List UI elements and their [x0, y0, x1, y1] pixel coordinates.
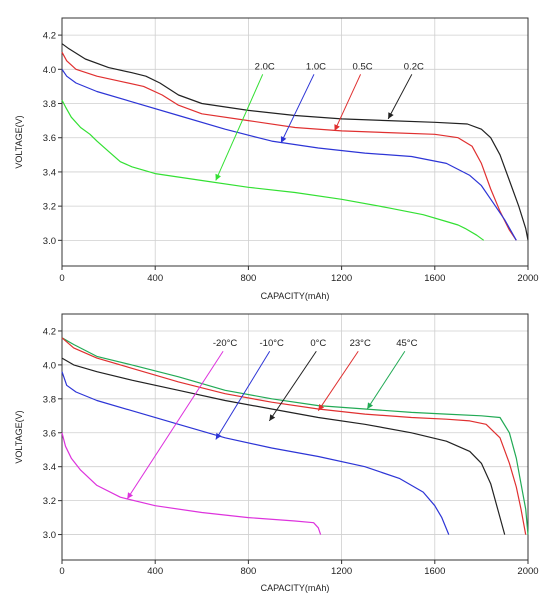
y-tick-label: 3.6 [43, 133, 56, 144]
series-arrow-0.5C [334, 74, 362, 132]
y-tick-label: 4.2 [43, 31, 56, 42]
y-axis-label: VOLTAGE(V) [14, 410, 24, 463]
series-arrow-45°C [366, 350, 406, 410]
y-tick-label: 4.0 [43, 65, 56, 76]
gridlines [62, 314, 528, 560]
series-arrowhead-0.5C [334, 124, 340, 131]
y-tick-label: 3.0 [43, 236, 56, 247]
series-arrowhead-1.0C [280, 136, 287, 143]
series-arrowhead-0.2C [388, 112, 394, 119]
series-line-0.5C [61, 51, 517, 241]
series-arrow-2.0C [215, 74, 264, 181]
y-tick-label: 3.4 [43, 462, 56, 473]
series-arrowhead--20°C [127, 492, 134, 499]
plot-frame [61, 17, 529, 267]
x-tick-label: 800 [240, 273, 256, 284]
y-tick-label: 3.0 [43, 530, 56, 541]
chart-panel-1: 0 400 800 1200 1600 2000 3.0 3.2 3.4 3.6 3.8 4.0 4.2… [14, 17, 539, 301]
series-label--10°C: -10°C [260, 338, 285, 349]
series-label-0.5C: 0.5C [353, 61, 373, 72]
series-line--20°C [61, 432, 322, 535]
series-arrowhead-45°C [367, 402, 374, 410]
series-arrowhead-2.0C [215, 173, 221, 181]
series-arrow-0.2C [387, 74, 413, 120]
y-tick-label: 3.8 [43, 394, 56, 405]
gridlines [62, 18, 528, 266]
series-label-0.2C: 0.2C [404, 61, 424, 72]
x-axis-label: CAPACITY(mAh) [261, 291, 330, 301]
series-line-2.0C [61, 99, 485, 241]
series-label--20°C: -20°C [213, 338, 238, 349]
series-label-0°C: 0°C [310, 338, 326, 349]
y-tick-label: 3.8 [43, 99, 56, 110]
x-tick-label: 2000 [517, 566, 538, 577]
series-arrow-23°C [317, 350, 359, 411]
x-tick-label: 1200 [331, 273, 352, 284]
x-tick-label: 0 [59, 273, 64, 284]
series-line-0.2C [61, 43, 529, 241]
y-tick-label: 4.0 [43, 360, 56, 371]
x-tick-label: 0 [59, 566, 64, 577]
x-axis-label: CAPACITY(mAh) [261, 583, 330, 593]
x-tick-label: 1200 [331, 566, 352, 577]
y-tick-label: 3.6 [43, 428, 56, 439]
y-tick-label: 3.2 [43, 496, 56, 507]
series-arrow--10°C [215, 350, 271, 440]
series-line-0°C [61, 357, 506, 535]
series-arrowhead-23°C [318, 404, 325, 411]
series-arrowhead-0°C [269, 414, 276, 421]
series-line-23°C [61, 337, 527, 535]
series-label-23°C: 23°C [350, 338, 371, 349]
x-tick-label: 1600 [424, 273, 445, 284]
plot-frame [61, 313, 529, 561]
y-tick-label: 3.2 [43, 202, 56, 213]
series-line-45°C [61, 337, 529, 535]
series-arrow-0°C [268, 350, 317, 422]
y-axis-label: VOLTAGE(V) [14, 115, 24, 168]
x-tick-label: 400 [147, 566, 163, 577]
series-arrowhead--10°C [215, 432, 222, 440]
x-tick-label: 1600 [424, 566, 445, 577]
x-tick-label: 800 [240, 566, 256, 577]
series-arrow-1.0C [280, 74, 315, 144]
x-tick-label: 2000 [517, 273, 538, 284]
chart-panel-2: 0 400 800 1200 1600 2000 3.0 3.2 3.4 3.6 3.8 4.0 4.2… [14, 313, 539, 593]
x-tick-label: 400 [147, 273, 163, 284]
y-tick-label: 3.4 [43, 167, 56, 178]
series-label-2.0C: 2.0C [255, 61, 275, 72]
series-arrow--20°C [126, 350, 224, 500]
y-tick-label: 4.2 [43, 326, 56, 337]
series-label-1.0C: 1.0C [306, 61, 326, 72]
series-line-1.0C [61, 68, 517, 241]
series-label-45°C: 45°C [396, 338, 417, 349]
series-line--10°C [61, 371, 450, 535]
